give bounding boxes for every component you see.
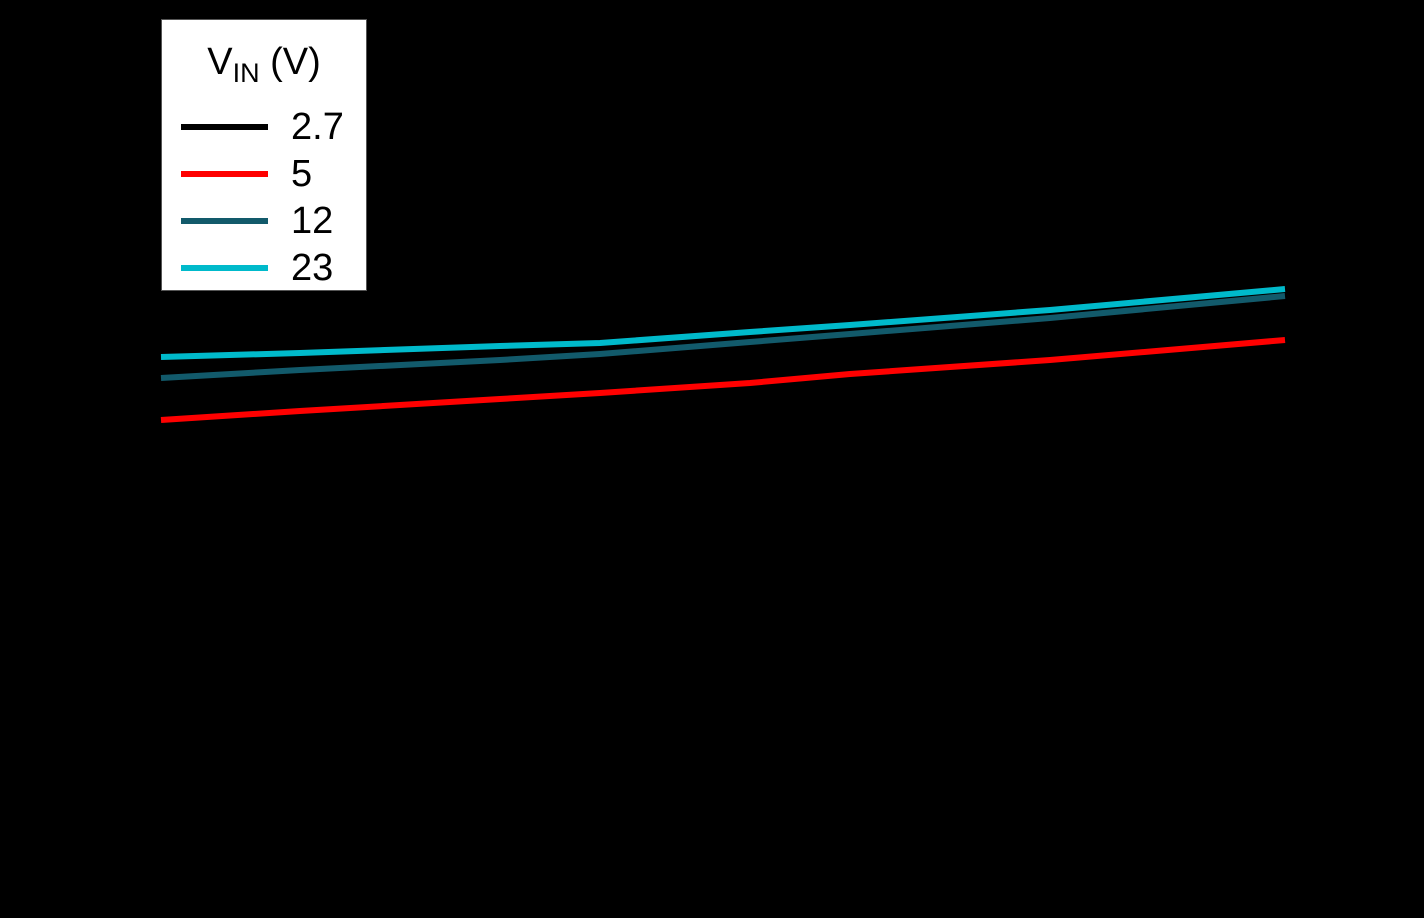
legend-item-12: 12 — [181, 199, 361, 245]
legend-title-subscript: IN — [232, 58, 260, 88]
legend-item-23: 23 — [181, 246, 361, 292]
legend-swatch-5 — [181, 171, 268, 177]
series-layer — [160, 286, 1286, 423]
legend-label-23: 23 — [291, 247, 334, 289]
legend-label-12: 12 — [291, 200, 334, 242]
legend-title: VIN (V) — [162, 41, 366, 88]
series-line-12 — [160, 293, 1286, 381]
series-line-23 — [160, 286, 1286, 360]
legend-swatch-2-7 — [181, 124, 268, 130]
legend: VIN (V) 2.7 5 12 23 — [161, 19, 367, 291]
legend-title-unit: (V) — [259, 41, 321, 83]
series-line-5 — [160, 337, 1286, 423]
legend-item-5: 5 — [181, 152, 361, 198]
legend-item-2-7: 2.7 — [181, 105, 361, 151]
legend-label-2-7: 2.7 — [291, 106, 344, 148]
legend-label-5: 5 — [291, 153, 313, 195]
legend-swatch-12 — [181, 218, 268, 224]
legend-swatch-23 — [181, 265, 268, 271]
legend-title-main: V — [207, 41, 233, 83]
